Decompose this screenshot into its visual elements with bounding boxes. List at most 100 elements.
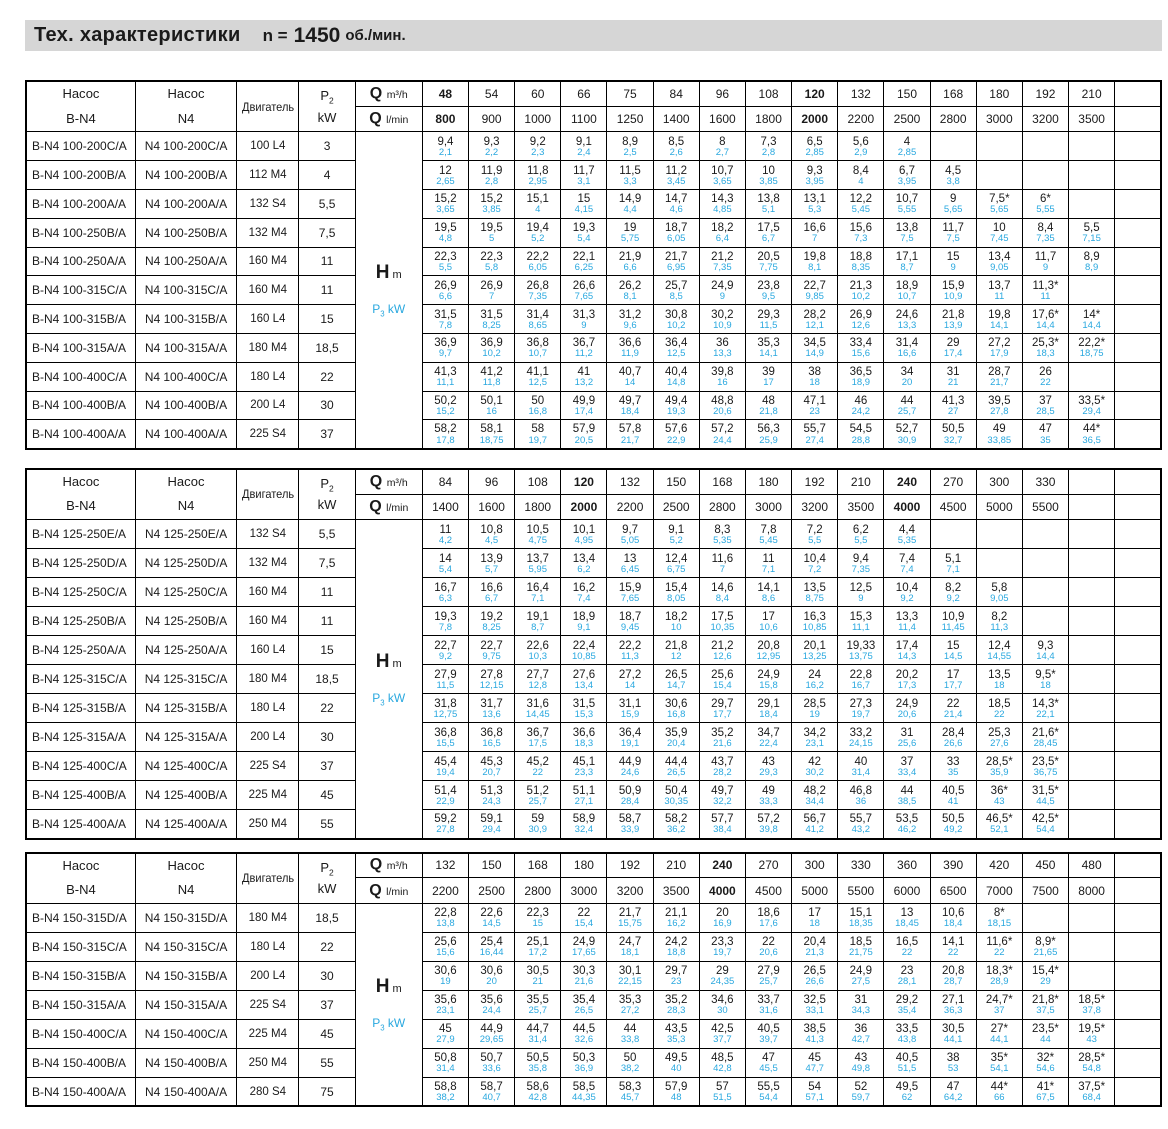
- p3-value: 7: [812, 233, 818, 245]
- flow-m3h-value: 192: [791, 468, 839, 495]
- p3-value: 68,4: [1082, 1092, 1101, 1104]
- head-value: 21,6*: [1032, 726, 1059, 739]
- p3-value: 6,25: [574, 262, 594, 273]
- duty-point-cell: [1068, 635, 1116, 666]
- q-symbol: Q: [369, 84, 383, 102]
- head-value: 22,3: [480, 250, 503, 263]
- p3-value: 5,4: [438, 563, 453, 575]
- duty-point-cell: 18,6 17,6: [744, 902, 793, 933]
- p3-value: 2,2: [484, 146, 499, 158]
- flow-lmin-value: 6500: [929, 877, 977, 904]
- head-value: 20,1: [803, 639, 826, 652]
- motor-size: 132 M4: [236, 548, 300, 579]
- duty-point-cell: 43,5 35,3: [652, 1018, 700, 1049]
- p3-value: 5,5: [854, 534, 868, 546]
- p3-value: 26,5: [574, 1005, 594, 1017]
- head-value: 58,1: [480, 423, 503, 436]
- p3-value: 23,1: [805, 737, 824, 749]
- p2-value: 22: [298, 361, 356, 392]
- p3-value: 13,3: [713, 348, 732, 360]
- duty-point-cell: 35,3 27,2: [606, 989, 654, 1020]
- head-value: 7,4: [899, 552, 915, 565]
- p3-value: 36: [855, 795, 867, 807]
- head-value: 36*: [990, 784, 1008, 797]
- p3-value: 35,3: [666, 1034, 686, 1046]
- p3-value: 6,3: [438, 592, 453, 604]
- p3-value: 22,4: [759, 737, 778, 749]
- pump-row: B-N4 125-250E/A N4 125-250E/A 132 S4 5,5 H m…: [25, 519, 1162, 840]
- head-value: 41,3: [434, 366, 457, 379]
- head-value: 7,3: [760, 135, 777, 148]
- duty-point-cell: 22,7 9,2: [421, 635, 470, 666]
- p3-value: 11,9: [621, 348, 639, 360]
- head-value: 6*: [1040, 193, 1051, 206]
- pump-bn4-name: B-N4 125-250E/A: [25, 519, 136, 550]
- duty-point-cell: 48,8 20,6: [698, 390, 746, 421]
- p3-value: 11,5: [436, 679, 455, 691]
- duty-point-cell: 31,4 16,6: [883, 332, 931, 363]
- duty-point-cell: 44 33,8: [606, 1018, 654, 1049]
- p3-value: 20,5: [574, 434, 594, 446]
- pump-row: B-N4 125-250D/A N4 125-250D/A 132 M4 7,5 14 5…: [25, 548, 1162, 579]
- flow-m3h-value: 210: [1068, 80, 1116, 107]
- flow-m3h-value: 132: [606, 468, 654, 495]
- series-n4-label: N4: [177, 110, 195, 126]
- flow-lmin-value: 3500: [1068, 105, 1116, 133]
- p3-value: 27,6: [990, 737, 1009, 749]
- duty-point-cell: 21,2 12,6: [698, 635, 746, 666]
- p3-value: 5,3: [808, 204, 822, 216]
- head-value: 48,2: [803, 784, 826, 797]
- head-value: 29,2: [895, 994, 919, 1007]
- pump-row: B-N4 100-315C/A N4 100-315C/A 160 M4 11 26,9…: [25, 275, 1162, 306]
- duty-point-cell: 30,6 20: [468, 960, 516, 991]
- head-value: 21,2: [711, 250, 734, 263]
- p3-value: 5,7: [484, 563, 499, 575]
- duty-point-cell: 22,8 13,8: [421, 902, 470, 933]
- p3-value: 36,9: [574, 1063, 594, 1075]
- duty-point-cell: 26,6 7,65: [560, 275, 608, 306]
- head-value: 23: [900, 965, 914, 978]
- flow-lmin-value: 2800: [698, 493, 746, 521]
- p3-value: 3,3: [623, 175, 637, 187]
- p3-value: 21,65: [1033, 947, 1058, 959]
- head-value: 22: [577, 907, 591, 920]
- p3-value: 33,6: [482, 1063, 501, 1075]
- head-value: 16,4: [526, 581, 549, 594]
- duty-point-cell: 8,4 4: [837, 160, 885, 190]
- duty-point-cell: 20,1 13,25: [791, 635, 839, 666]
- head-value: 22,2*: [1078, 337, 1106, 350]
- p3-value: 16,2: [805, 679, 824, 691]
- duty-point-cell: 9,4 2,1: [421, 131, 470, 162]
- flow-lmin-value: 1250: [606, 105, 654, 133]
- head-value: 41,1: [526, 366, 549, 379]
- p3-value: 57,1: [805, 1092, 824, 1104]
- duty-point-cell: 46,5* 52,1: [975, 809, 1023, 840]
- p3-value: 21: [532, 976, 544, 988]
- p3-value: 22: [947, 947, 959, 959]
- p3-value: 6,6: [623, 262, 637, 273]
- flow-lmin-value: 1400: [652, 105, 700, 133]
- head-value: 24: [808, 668, 822, 681]
- motor-size: 132 S4: [236, 519, 300, 550]
- duty-point-cell: 18,7 9,45: [606, 606, 654, 637]
- head-value: 22,6: [480, 907, 503, 920]
- head-value: 29,1: [757, 697, 780, 710]
- head-value: 13,8: [757, 193, 780, 206]
- p3-value: 5,95: [528, 563, 548, 575]
- duty-point-cell: 10 3,85: [744, 160, 793, 190]
- p3-value: 21,3: [805, 947, 824, 959]
- head-value: 16,6: [803, 222, 826, 235]
- head-value: 31,5: [572, 697, 596, 710]
- head-value: 35,5: [526, 994, 549, 1007]
- pump-row: B-N4 100-250A/A N4 100-250A/A 160 M4 11 22,3…: [25, 246, 1162, 277]
- pump-bn4-name: B-N4 125-400A/A: [25, 809, 136, 840]
- duty-point-cell: 20,2 17,3: [883, 664, 931, 695]
- p3-value: 5,5: [808, 534, 822, 546]
- head-value: 10,8: [480, 523, 503, 536]
- pump-n4-name: N4 150-315D/A: [134, 902, 238, 933]
- head-value: 17,5: [711, 610, 734, 623]
- duty-point-cell: 34,2 23,1: [791, 722, 839, 753]
- p3-value: 12,8: [528, 679, 548, 691]
- head-value: 31,5: [434, 308, 457, 321]
- duty-point-cell: 7,8 5,45: [744, 519, 793, 550]
